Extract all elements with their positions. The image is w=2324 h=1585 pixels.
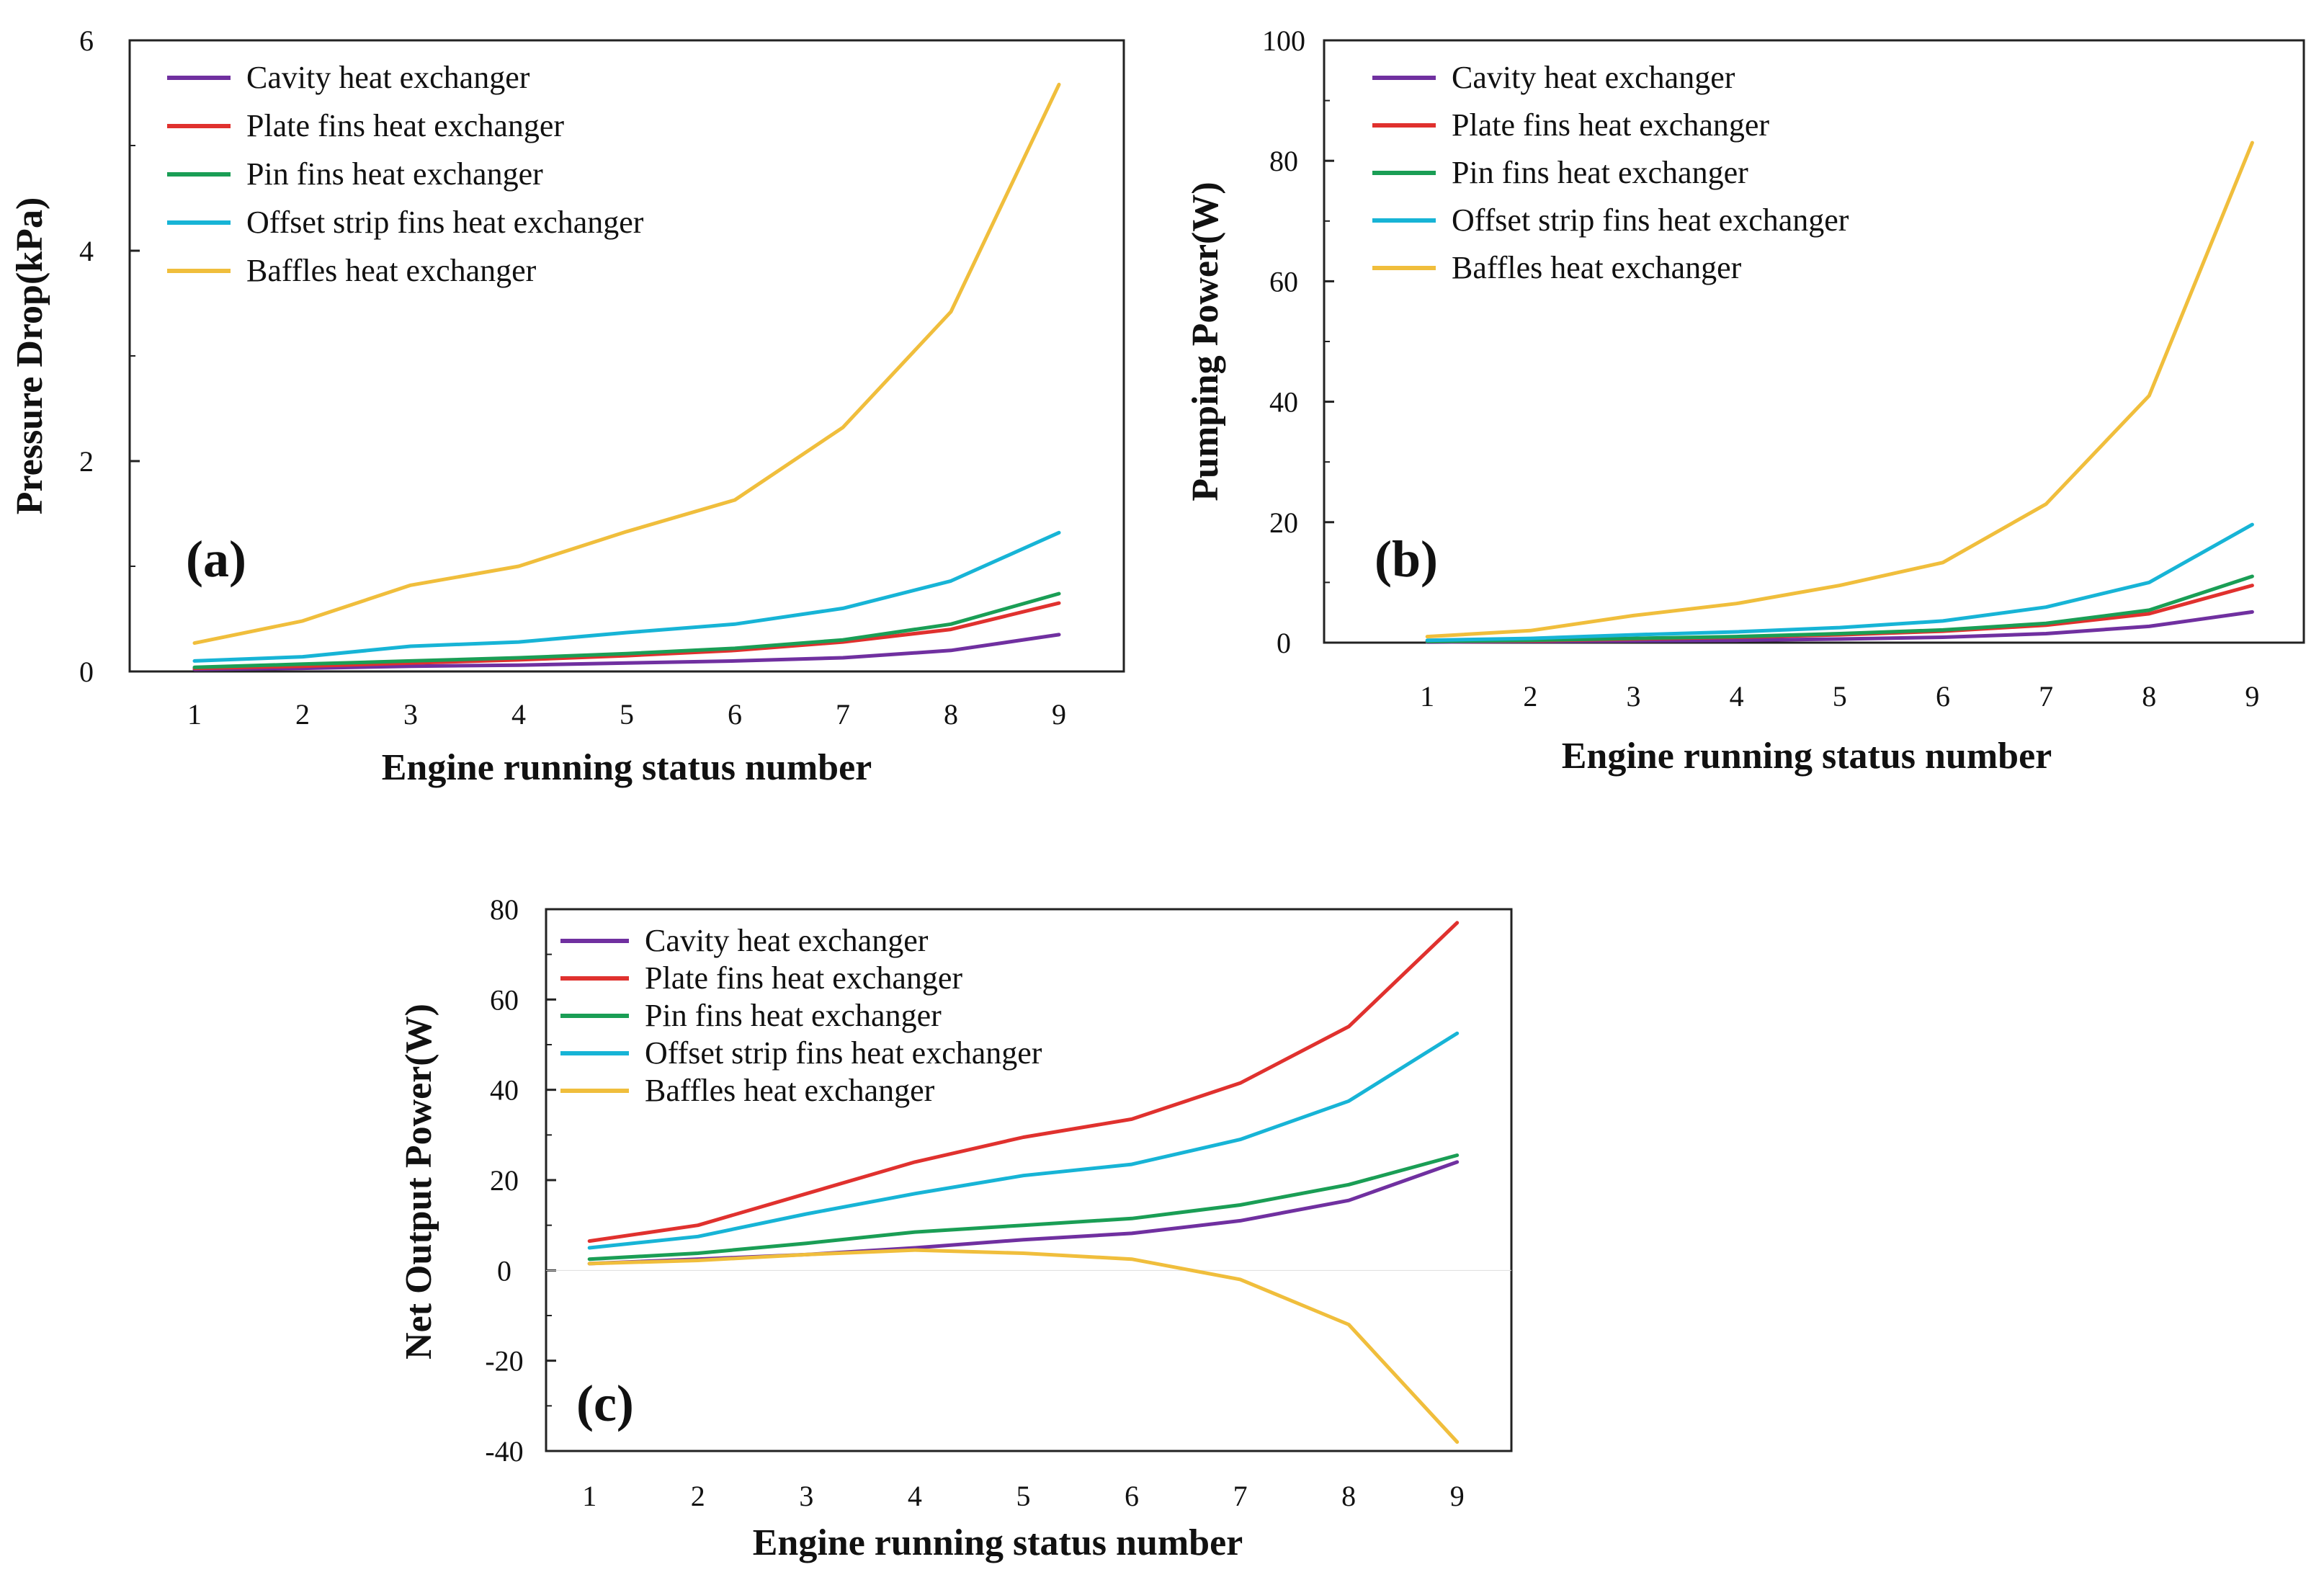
chart-panel-2: 0 20 40 60 80 100 1 2 3 4 5 6 7 8 9 Cavity heat exchang… (1185, 24, 2305, 777)
x-tick-label: 6 (1936, 680, 1950, 713)
y-tick-label: 0 (1277, 627, 1291, 659)
legend-label: Pin fins heat exchanger (1452, 155, 1748, 190)
x-tick-label: 8 (944, 698, 958, 731)
x-tick-label: 5 (1016, 1480, 1030, 1512)
x-tick-label: 6 (728, 698, 742, 731)
y-tick-label: 40 (1269, 386, 1298, 419)
series-line-5 (587, 1248, 1460, 1444)
y-tick-label: 60 (490, 983, 519, 1016)
chart-panel-1: 0 2 4 6 1 2 3 4 5 6 7 8 9 Cavity heat exchanger Plate … (9, 24, 1125, 788)
x-tick-label: 2 (295, 698, 310, 731)
y-tick-label: 6 (79, 24, 94, 57)
x-tick-label: 3 (1626, 680, 1640, 713)
series-line-4 (192, 530, 1061, 663)
x-tick-label: 9 (1450, 1480, 1465, 1512)
legend-label: Baffles heat exchanger (645, 1073, 935, 1108)
legend-label: Pin fins heat exchanger (645, 998, 942, 1033)
series-line-1 (192, 633, 1061, 671)
legend-label: Cavity heat exchanger (645, 923, 929, 958)
series-line-4 (1425, 522, 2254, 643)
x-tick-label: 5 (1833, 680, 1847, 713)
series-line-3 (587, 1153, 1460, 1262)
legend-label: Cavity heat exchanger (246, 60, 530, 95)
x-tick-label: 1 (582, 1480, 596, 1512)
x-tick-label: 1 (1420, 680, 1434, 713)
y-tick-label: -40 (485, 1435, 523, 1468)
x-tick-label: 1 (187, 698, 202, 731)
y-tick-label: 2 (79, 445, 94, 478)
x-tick-label: 9 (2245, 680, 2259, 713)
x-tick-label: 2 (691, 1480, 705, 1512)
x-axis-title: Engine running status number (753, 1522, 1243, 1563)
series-line-5 (1425, 140, 2254, 639)
x-tick-label: 7 (836, 698, 850, 731)
legend-label: Offset strip fins heat exchanger (645, 1035, 1042, 1071)
x-tick-label: 9 (1052, 698, 1066, 731)
y-axis-title: Pumping Power(W) (1185, 182, 1226, 501)
panel-label: (a) (186, 530, 246, 588)
series-line-3 (1425, 574, 2254, 643)
x-tick-label: 2 (1523, 680, 1537, 713)
legend-label: Pin fins heat exchanger (246, 156, 543, 192)
legend-label: Baffles heat exchanger (1452, 250, 1742, 285)
x-tick-label: 3 (799, 1480, 813, 1512)
y-tick-label: -20 (485, 1345, 523, 1378)
x-axis-title: Engine running status number (382, 747, 872, 788)
y-tick-label: 20 (490, 1164, 519, 1197)
y-tick-label: 0 (79, 656, 94, 688)
x-tick-label: 6 (1125, 1480, 1139, 1512)
y-tick-label: 0 (497, 1254, 511, 1287)
y-tick-label: 80 (1269, 145, 1298, 177)
y-tick-label: 60 (1269, 265, 1298, 298)
y-axis-title: Pressure Drop(kPa) (9, 197, 50, 515)
y-tick-label: 40 (490, 1074, 519, 1107)
x-tick-label: 8 (1341, 1480, 1356, 1512)
panel-label: (c) (576, 1375, 634, 1432)
x-tick-label: 4 (511, 698, 526, 731)
series-line-2 (587, 921, 1460, 1244)
series-line-5 (192, 82, 1061, 646)
chart-panel-3: -40 -20 0 20 40 60 80 1 2 3 4 5 6 7 8 9 Cavity heat exch… (398, 893, 1513, 1563)
y-tick-label: 100 (1262, 24, 1305, 57)
y-tick-label: 80 (490, 893, 519, 926)
x-tick-label: 4 (1730, 680, 1744, 713)
series-line-4 (587, 1031, 1460, 1250)
legend-label: Plate fins heat exchanger (246, 108, 564, 143)
x-tick-label: 5 (620, 698, 634, 731)
x-tick-label: 4 (908, 1480, 922, 1512)
y-axis-title: Net Output Power(W) (398, 1004, 439, 1359)
x-tick-label: 7 (1233, 1480, 1248, 1512)
series-line-2 (192, 601, 1061, 671)
legend-label: Cavity heat exchanger (1452, 60, 1735, 95)
legend-label: Baffles heat exchanger (246, 253, 537, 288)
x-tick-label: 8 (2142, 680, 2156, 713)
x-tick-label: 3 (403, 698, 418, 731)
x-axis-title: Engine running status number (1562, 736, 2052, 777)
legend-label: Plate fins heat exchanger (645, 960, 962, 996)
legend-label: Plate fins heat exchanger (1452, 107, 1769, 143)
panel-label: (b) (1375, 530, 1438, 588)
legend-label: Offset strip fins heat exchanger (1452, 202, 1849, 238)
y-tick-label: 4 (79, 235, 94, 267)
x-tick-label: 7 (2039, 680, 2053, 713)
series-line-3 (192, 591, 1061, 669)
legend-label: Offset strip fins heat exchanger (246, 205, 644, 240)
y-tick-label: 20 (1269, 506, 1298, 539)
